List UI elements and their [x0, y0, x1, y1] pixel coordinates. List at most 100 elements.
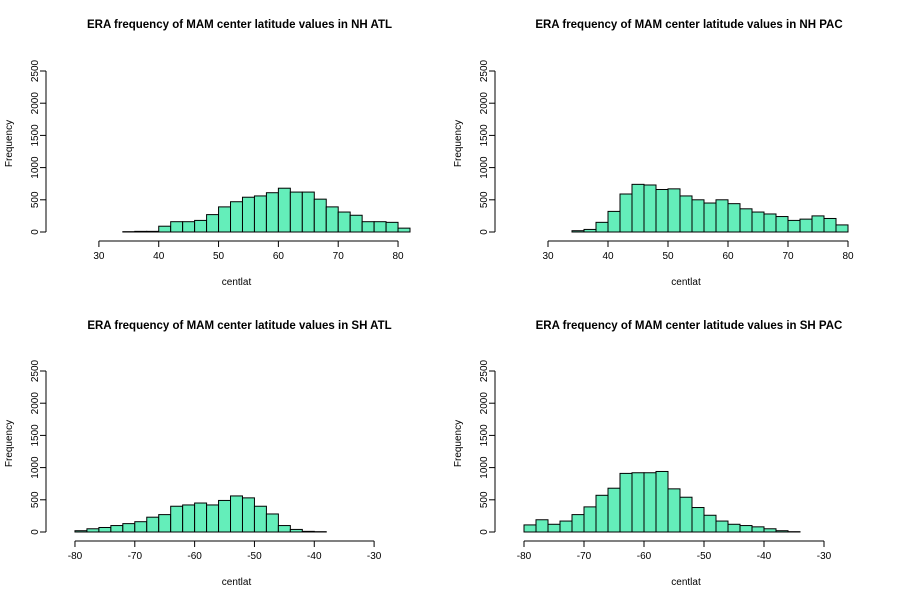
y-tick-label: 0: [479, 529, 490, 535]
histogram-bar: [583, 506, 597, 533]
histogram-bar: [571, 230, 585, 233]
x-tick-label: -30: [817, 551, 832, 562]
chart-title: ERA frequency of MAM center latitude val…: [536, 320, 843, 332]
histogram-bar: [571, 514, 585, 533]
histogram-bar: [182, 221, 196, 233]
histogram-bar: [763, 528, 777, 533]
histogram-bar: [230, 495, 243, 533]
histogram-bar: [86, 528, 100, 533]
histogram-bar: [301, 191, 315, 233]
x-tick-label: 60: [273, 251, 285, 262]
histogram-bar: [667, 488, 681, 533]
histogram-bar: [253, 195, 267, 233]
histogram-bar: [619, 193, 633, 233]
histogram-bar: [715, 199, 729, 233]
histogram-bar: [194, 219, 208, 233]
histogram-bar: [182, 504, 196, 533]
x-tick-label: -40: [307, 551, 322, 562]
x-tick-label: 80: [842, 251, 854, 262]
histogram-bar: [397, 227, 411, 233]
histogram-bar: [373, 221, 387, 233]
y-tick-label: 1500: [30, 424, 41, 447]
histogram-bar: [595, 221, 609, 233]
histogram-bar: [595, 494, 609, 533]
y-tick-label: 1000: [479, 456, 490, 479]
histogram-bar: [206, 504, 220, 533]
histogram-bar: [385, 221, 399, 233]
histogram-bar: [607, 210, 621, 233]
x-axis-label: centlat: [671, 277, 701, 288]
y-tick-label: 1500: [479, 424, 490, 447]
histogram-bar: [241, 196, 255, 233]
x-tick-label: -70: [577, 551, 592, 562]
chart-title: ERA frequency of MAM center latitude val…: [535, 19, 842, 31]
x-tick-label: 80: [392, 251, 404, 262]
histogram-bar: [655, 188, 669, 233]
histogram-bar: [170, 221, 184, 233]
histogram-bar: [230, 201, 243, 233]
histogram-bar: [218, 206, 232, 233]
histogram-bar: [110, 525, 124, 533]
histogram-bar: [727, 523, 741, 533]
histogram-bar: [799, 218, 813, 233]
x-tick-label: -60: [187, 551, 202, 562]
histogram-bar: [727, 203, 741, 233]
x-tick-label: 30: [93, 251, 105, 262]
histogram-bar: [775, 530, 789, 533]
y-axis-label: Frequency: [4, 420, 15, 467]
histogram-panel-4: ERA frequency of MAM center latitude val…: [453, 320, 842, 588]
histogram-bar: [535, 519, 549, 533]
histogram-bar: [313, 198, 327, 233]
histogram-panel-2: ERA frequency of MAM center latitude val…: [453, 19, 854, 288]
y-tick-label: 500: [479, 191, 490, 208]
histogram-bar: [631, 183, 645, 233]
y-tick-label: 2500: [30, 359, 41, 382]
histogram-bar: [74, 530, 88, 533]
histogram-bar: [146, 230, 160, 233]
y-tick-label: 2000: [479, 92, 490, 115]
y-tick-label: 1500: [479, 124, 490, 147]
x-tick-label: 30: [542, 251, 554, 262]
x-tick-label: -80: [517, 551, 532, 562]
x-tick-label: 70: [333, 251, 345, 262]
y-tick-label: 2000: [30, 92, 41, 115]
histogram-bar: [643, 472, 657, 533]
x-tick-label: -60: [637, 551, 652, 562]
histogram-bar: [739, 525, 753, 533]
y-tick-label: 0: [479, 229, 490, 235]
histogram-bar: [763, 213, 777, 233]
histogram-bar: [241, 497, 255, 533]
histogram-bar: [253, 505, 267, 533]
x-tick-label: 50: [213, 251, 225, 262]
y-tick-label: 1000: [30, 456, 41, 479]
x-tick-label: 40: [602, 251, 614, 262]
y-tick-label: 0: [30, 529, 41, 535]
chart-title: ERA frequency of MAM center latitude val…: [87, 19, 392, 31]
y-tick-label: 500: [30, 191, 41, 208]
x-tick-label: -30: [367, 551, 382, 562]
histogram-bar: [559, 520, 573, 533]
histogram-bar: [655, 470, 669, 533]
histogram-bar: [691, 199, 705, 233]
y-axis-label: Frequency: [453, 420, 464, 467]
histogram-bar: [277, 525, 291, 533]
histogram-bar: [349, 214, 363, 233]
histogram-bar: [325, 206, 339, 233]
histogram-bar: [523, 524, 537, 533]
histogram-panel-3: ERA frequency of MAM center latitude val…: [4, 320, 392, 588]
histogram-bar: [751, 526, 765, 533]
histogram-bar: [289, 528, 303, 533]
x-tick-label: -40: [757, 551, 772, 562]
histogram-bar: [679, 496, 693, 533]
x-tick-label: -80: [68, 551, 83, 562]
histogram-bar: [775, 216, 789, 233]
histogram-bar: [194, 502, 208, 533]
histogram-bar: [98, 526, 112, 533]
y-tick-label: 2500: [479, 359, 490, 382]
histogram-bar: [158, 225, 172, 233]
histogram-bar: [631, 472, 645, 533]
histogram-bar: [667, 188, 681, 233]
histogram-bar: [361, 221, 375, 233]
x-tick-label: 70: [782, 251, 794, 262]
